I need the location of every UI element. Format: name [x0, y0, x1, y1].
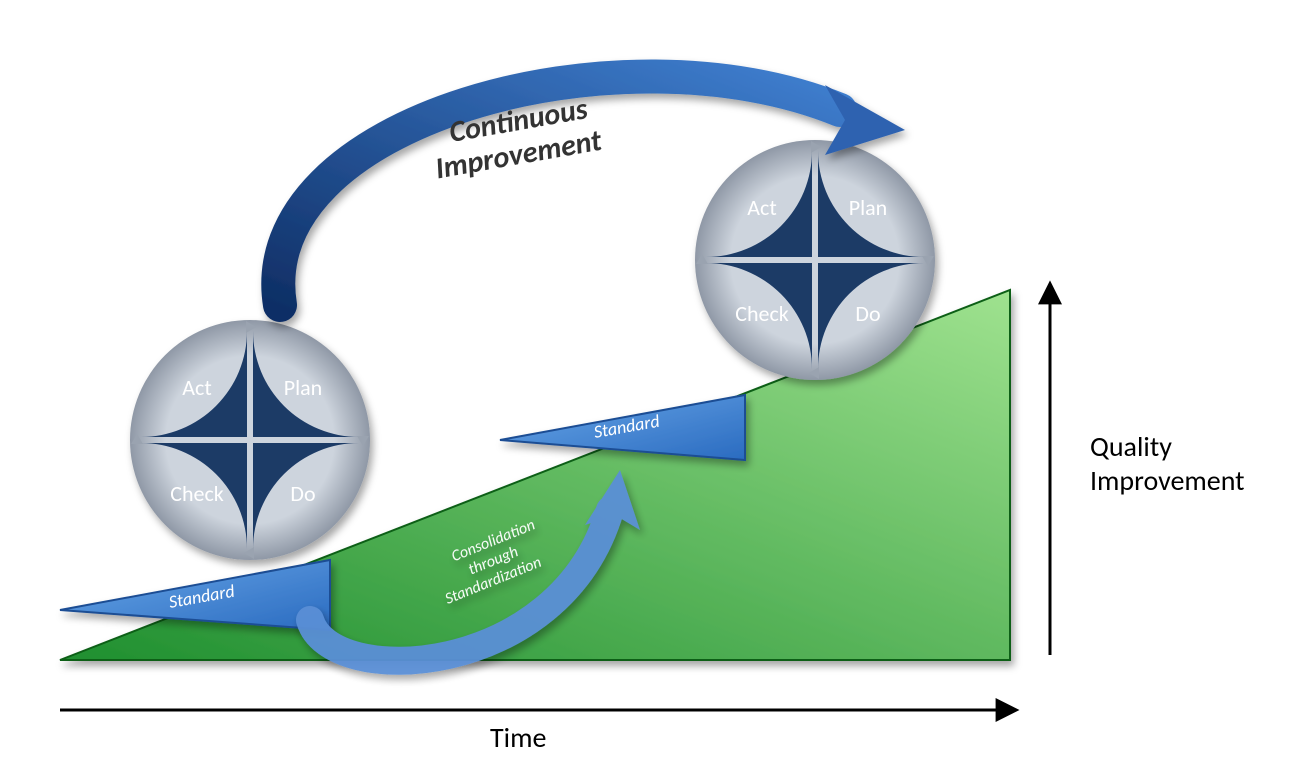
time-axis-label: Time — [490, 720, 546, 755]
standard-wedge-2: Standard — [500, 395, 745, 460]
pdca-label-do: Do — [290, 480, 315, 507]
pdca-label-plan: Plan — [284, 374, 323, 401]
pdca-label-check: Check — [170, 480, 224, 507]
diagram-svg: Standard Standard Consolidation through … — [0, 0, 1300, 769]
quality-axis-label-line1: Quality — [1090, 429, 1172, 464]
pdca-label-check: Check — [735, 300, 789, 327]
quality-axis-label-line2: Improvement — [1090, 463, 1245, 498]
pdca-label-act: Act — [182, 374, 211, 401]
pdca-label-act: Act — [747, 194, 776, 221]
pdca-wheel-1: Act Plan Check Do — [130, 320, 370, 560]
quality-axis-label: Quality Improvement — [1090, 430, 1245, 497]
standard-wedge-1: Standard — [60, 560, 330, 630]
pdca-wheel-2: Act Plan Check Do — [695, 140, 935, 380]
pdca-label-plan: Plan — [849, 194, 888, 221]
pdca-label-do: Do — [855, 300, 880, 327]
pdca-ramp-diagram: { "type": "infographic", "canvas": {"w":… — [0, 0, 1300, 769]
